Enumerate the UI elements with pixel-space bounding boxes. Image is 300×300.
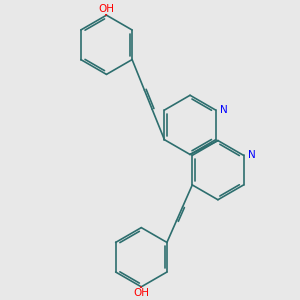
Text: OH: OH bbox=[133, 288, 149, 298]
Text: OH: OH bbox=[98, 4, 115, 14]
Text: N: N bbox=[248, 150, 256, 161]
Text: N: N bbox=[220, 105, 228, 115]
